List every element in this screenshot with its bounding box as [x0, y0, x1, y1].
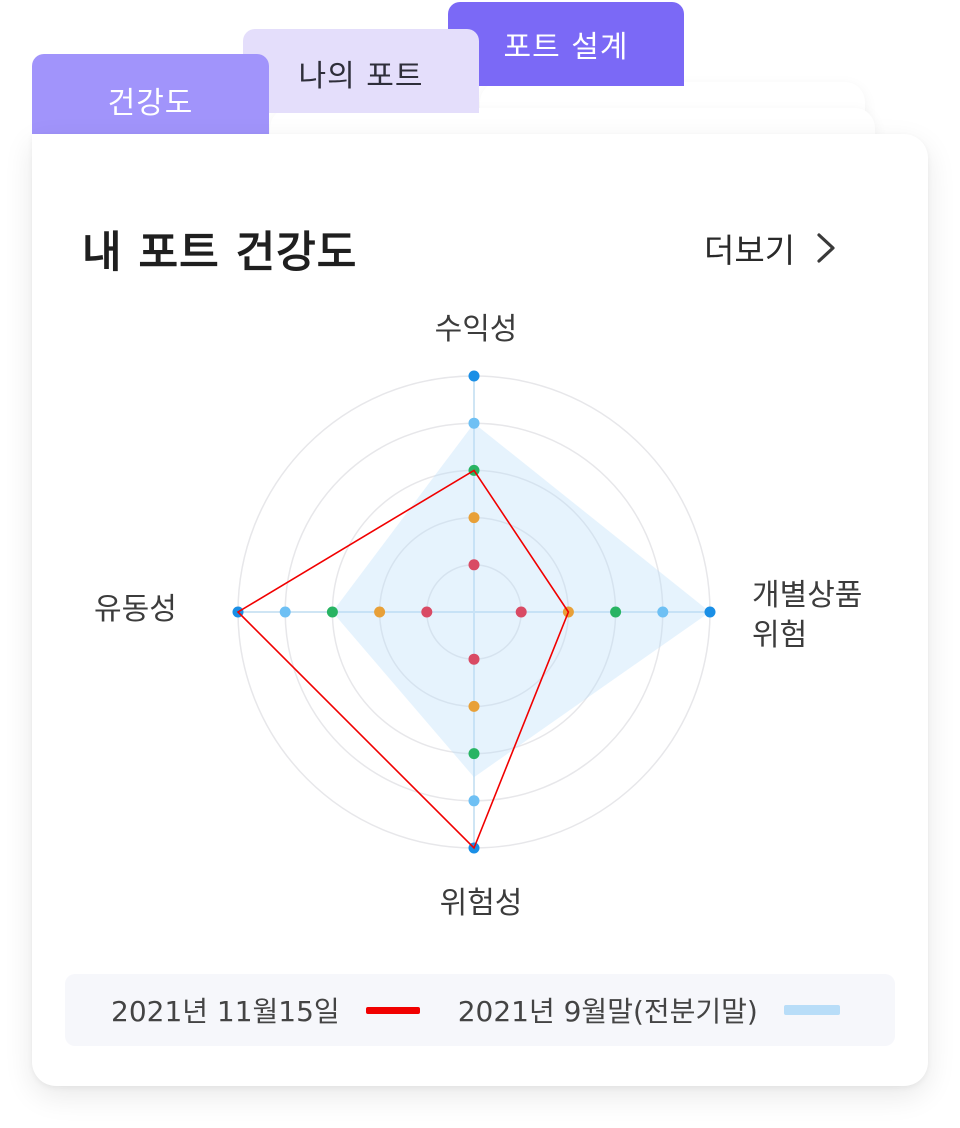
- tab-portfolio-design[interactable]: 포트 설계: [448, 2, 684, 86]
- more-label: 더보기: [704, 231, 796, 270]
- level-marker-liquidity: [421, 606, 433, 618]
- level-marker-liquidity: [279, 606, 291, 618]
- level-marker-risk: [468, 748, 480, 760]
- legend-swatch-previous: [783, 1005, 840, 1015]
- axis-label-risk: 위험성: [439, 886, 523, 921]
- series-line-current: [236, 469, 570, 850]
- level-marker-individual-risk: [704, 606, 716, 618]
- level-marker-liquidity: [374, 606, 386, 618]
- portfolio-health-card: 내 포트 건강도 더보기 수익성 개별상품 위험 위험성 유동성 2021년 1…: [32, 134, 928, 1086]
- series-area-previous: [332, 423, 710, 778]
- level-marker-profitability: [468, 559, 480, 571]
- level-marker-risk: [468, 700, 480, 712]
- level-marker-liquidity: [326, 606, 338, 618]
- level-marker-risk: [468, 653, 480, 665]
- legend-item-current: 2021년 11월15일: [111, 990, 420, 1030]
- axis-label-liquidity: 유동성: [94, 592, 177, 627]
- level-marker-risk: [468, 795, 480, 807]
- legend-label-current: 2021년 11월15일: [111, 995, 340, 1028]
- legend-swatch-current: [365, 1006, 420, 1014]
- radar-chart: [232, 370, 716, 854]
- chevron-right-icon: [817, 233, 835, 263]
- level-marker-profitability: [468, 370, 480, 382]
- tab-health[interactable]: 건강도: [32, 54, 269, 144]
- axis-label-individual-risk-line1: 개별상품: [752, 578, 863, 613]
- tab-my-portfolio[interactable]: 나의 포트: [243, 29, 479, 113]
- axis-label-profitability: 수익성: [434, 312, 518, 347]
- level-marker-profitability: [468, 417, 480, 429]
- legend-item-previous: 2021년 9월말(전분기말): [458, 990, 840, 1030]
- chart-legend: 2021년 11월15일 2021년 9월말(전분기말): [65, 974, 895, 1046]
- level-marker-individual-risk: [657, 606, 669, 618]
- card-title: 내 포트 건강도: [82, 228, 358, 278]
- more-button[interactable]: 더보기: [704, 224, 837, 272]
- axis-label-individual-risk-line2: 위험: [752, 618, 808, 653]
- axis-label-individual-risk: 개별상품 위험: [752, 576, 862, 656]
- level-marker-individual-risk: [610, 606, 622, 618]
- legend-label-previous: 2021년 9월말(전분기말): [457, 995, 758, 1028]
- level-marker-individual-risk: [515, 606, 527, 618]
- level-marker-profitability: [468, 512, 480, 524]
